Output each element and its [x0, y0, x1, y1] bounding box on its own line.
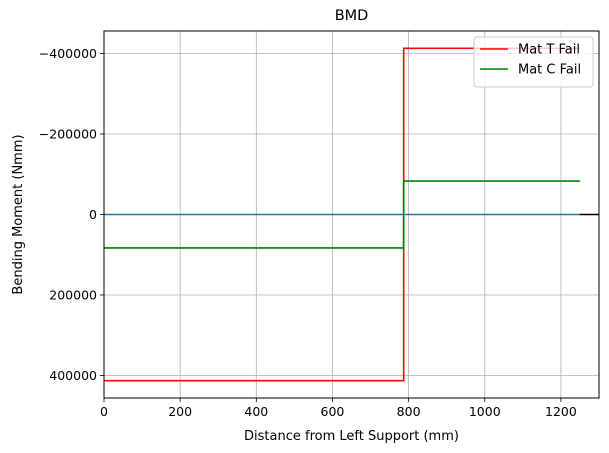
y-tick-label: 400000 [49, 368, 97, 383]
plot-area [103, 30, 600, 399]
legend: Mat T Fail Mat C Fail [473, 36, 594, 88]
x-tick-label: 1200 [545, 404, 577, 419]
legend-label-mat-t-fail: Mat T Fail [518, 43, 580, 58]
legend-label-mat-c-fail: Mat C Fail [518, 63, 581, 78]
x-tick-label: 800 [397, 404, 421, 419]
y-tick-label: 0 [89, 207, 97, 222]
y-tick-label: 200000 [49, 287, 97, 302]
y-tick-label: −200000 [39, 127, 97, 142]
x-tick-label: 0 [100, 404, 108, 419]
x-tick-label: 1000 [469, 404, 501, 419]
y-axis-label: Bending Moment (Nmm) [11, 134, 26, 294]
y-axis-ticks: −400000 −200000 0 200000 400000 [39, 46, 104, 383]
x-tick-label: 600 [321, 404, 345, 419]
y-tick-label: −400000 [39, 46, 97, 61]
chart-title: BMD [335, 8, 369, 24]
x-tick-label: 200 [168, 404, 192, 419]
x-tick-label: 400 [244, 404, 268, 419]
x-axis-label: Distance from Left Support (mm) [244, 429, 459, 444]
x-axis-ticks: 0 200 400 600 800 1000 1200 [100, 398, 577, 419]
